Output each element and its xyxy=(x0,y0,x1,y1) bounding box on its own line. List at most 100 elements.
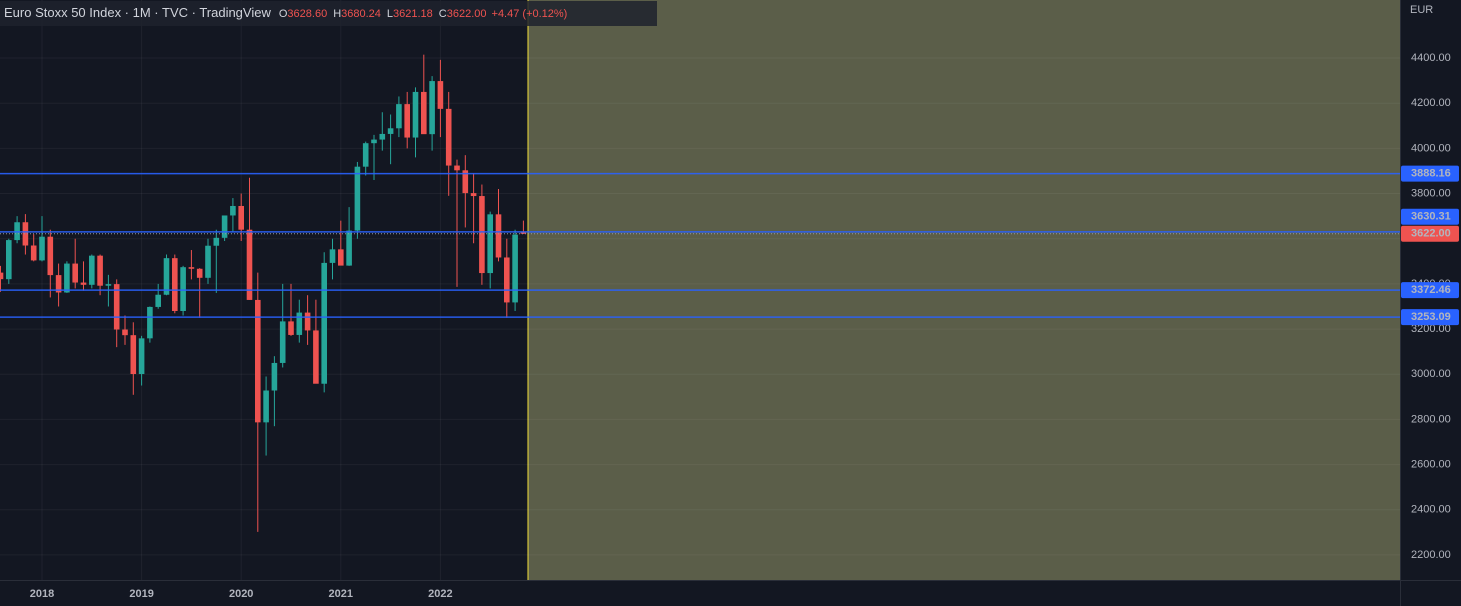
y-tick-label: 2800.00 xyxy=(1411,413,1451,425)
candle-body xyxy=(412,91,419,138)
candle-body xyxy=(238,205,244,230)
header-text: C xyxy=(439,8,447,20)
header-text: 3680.24 xyxy=(341,8,381,20)
last-price-label: 3622.00 xyxy=(1411,228,1451,240)
candle-body xyxy=(47,236,54,276)
x-tick-label: 2022 xyxy=(428,588,452,600)
candle-body xyxy=(39,236,45,261)
last-price-bg xyxy=(1401,225,1459,242)
candle-body xyxy=(362,143,369,167)
header-bg xyxy=(0,1,657,26)
candle-body xyxy=(495,214,502,258)
candle-body xyxy=(163,258,170,295)
candle-body xyxy=(321,262,327,384)
header-text: Euro Stoxx 50 Index · 1M · TVC · Trading… xyxy=(4,5,271,20)
y-tick-label: 2600.00 xyxy=(1411,458,1451,470)
candle-body xyxy=(255,299,261,423)
level-label: 3630.31 xyxy=(1411,211,1451,223)
x-tick-label: 2020 xyxy=(229,588,253,600)
y-tick-label: 4000.00 xyxy=(1411,142,1451,154)
candle-body xyxy=(246,229,253,300)
candle-body xyxy=(30,245,37,261)
candle-body xyxy=(387,128,394,134)
candle-body xyxy=(221,215,228,238)
candle-body xyxy=(97,255,103,286)
candle-body xyxy=(147,306,153,339)
header-text: 3621.18 xyxy=(393,8,433,20)
candle-body xyxy=(72,263,78,283)
level-label: 3372.46 xyxy=(1411,284,1451,296)
y-tick-label: 3000.00 xyxy=(1411,368,1451,380)
x-tick-label: 2021 xyxy=(329,588,353,600)
candle-body xyxy=(6,240,12,280)
candle-body xyxy=(0,272,4,280)
y-tick-label: 3200.00 xyxy=(1411,323,1451,335)
y-tick-label: 2400.00 xyxy=(1411,504,1451,516)
candle-body xyxy=(346,230,352,266)
candle-body xyxy=(520,232,527,234)
candle-body xyxy=(479,196,485,274)
header-text: L xyxy=(387,8,393,20)
candle-body xyxy=(470,193,477,197)
candle-body xyxy=(155,294,161,307)
candle-body xyxy=(55,275,62,293)
candle-body xyxy=(263,390,269,423)
header-text: 3622.00 xyxy=(447,8,487,20)
level-label: 3888.16 xyxy=(1411,168,1451,180)
candle-body xyxy=(105,284,112,286)
candle-body xyxy=(22,222,29,246)
candle-body xyxy=(437,81,444,109)
candle-body xyxy=(404,104,410,138)
candle-body xyxy=(313,330,319,384)
level-label-bg xyxy=(1401,165,1459,182)
candle-body xyxy=(487,214,493,274)
level-label-bg xyxy=(1401,282,1459,299)
header-text: H xyxy=(333,8,341,20)
candle-body xyxy=(462,170,469,194)
candle-body xyxy=(205,245,211,278)
candle-body xyxy=(172,258,178,312)
header-text: O xyxy=(279,8,288,20)
candle-body xyxy=(138,338,145,375)
candle-body xyxy=(445,108,452,166)
candle-body xyxy=(80,282,87,285)
candle-body xyxy=(89,255,95,285)
candle-body xyxy=(113,284,120,330)
candle-body xyxy=(354,166,361,231)
candle-body xyxy=(180,267,186,312)
header: Euro Stoxx 50 Index · 1M · TVC · Trading… xyxy=(4,5,567,20)
header-text: +4.47 (+0.12%) xyxy=(492,8,568,20)
candle-body xyxy=(130,335,137,375)
candle-body xyxy=(512,234,518,303)
x-tick-label: 2018 xyxy=(30,588,54,600)
candle-body xyxy=(188,267,195,269)
candle-body xyxy=(196,268,203,278)
x-tick-label: 2019 xyxy=(129,588,153,600)
candle-body xyxy=(454,165,460,171)
candle-body xyxy=(329,249,336,263)
level-label: 3253.09 xyxy=(1411,311,1451,323)
candle-body xyxy=(122,329,128,336)
candle-body xyxy=(338,249,344,266)
candle-body xyxy=(213,237,220,246)
level-label-bg xyxy=(1401,208,1459,225)
candle-body xyxy=(230,205,236,216)
candle-body xyxy=(396,104,402,129)
header-text: 3628.60 xyxy=(287,8,327,20)
y-tick-label: 4400.00 xyxy=(1411,52,1451,64)
candle-body xyxy=(271,362,278,391)
currency: EUR xyxy=(1410,4,1433,16)
y-tick-label: 2200.00 xyxy=(1411,549,1451,561)
candle-body xyxy=(288,321,294,335)
y-tick-label: 3800.00 xyxy=(1411,187,1451,199)
candle-body xyxy=(64,263,70,293)
level-label-bg xyxy=(1401,309,1459,326)
y-tick-label: 4200.00 xyxy=(1411,97,1451,109)
candle-body xyxy=(304,312,311,331)
candle-body xyxy=(379,133,386,140)
candle-body xyxy=(296,312,303,335)
candle-body xyxy=(504,257,510,303)
candle-body xyxy=(421,91,427,135)
candle-body xyxy=(429,81,435,135)
